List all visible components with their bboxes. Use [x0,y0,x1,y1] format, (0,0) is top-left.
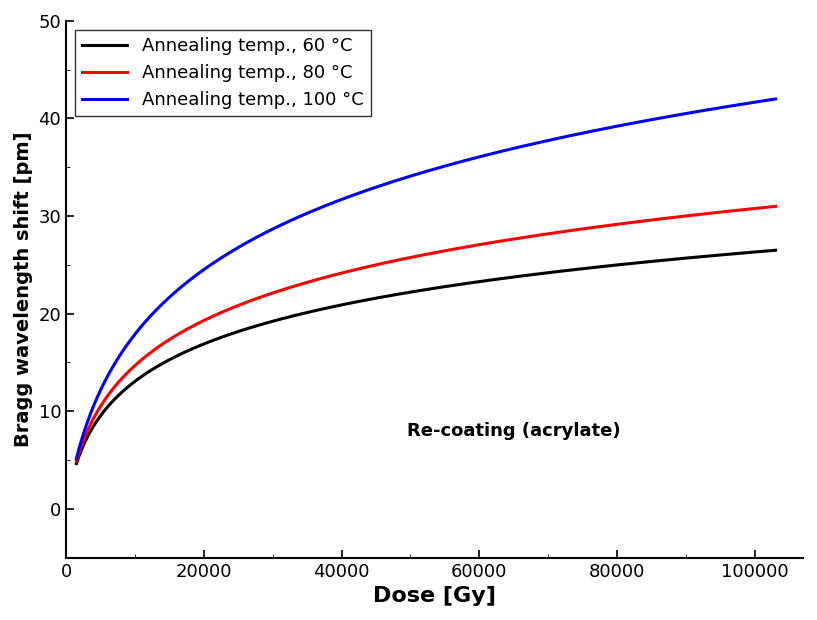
Line: Annealing temp., 60 °C: Annealing temp., 60 °C [76,250,775,464]
Annealing temp., 60 °C [338,301,348,308]
Y-axis label: Bragg wavelength shift [pm]: Bragg wavelength shift [pm] [14,131,33,447]
Annealing temp., 100 °C [770,95,780,103]
Annealing temp., 80 °C [71,458,81,465]
Annealing temp., 80 °C [491,238,501,246]
Annealing temp., 60 °C [526,271,536,278]
Annealing temp., 60 °C [71,460,81,467]
Line: Annealing temp., 80 °C: Annealing temp., 80 °C [76,206,775,461]
Annealing temp., 80 °C [526,232,536,240]
Annealing temp., 80 °C [593,223,603,231]
Annealing temp., 80 °C [770,203,780,210]
Line: Annealing temp., 100 °C: Annealing temp., 100 °C [76,99,775,458]
Annealing temp., 100 °C [71,454,81,462]
Legend: Annealing temp., 60 °C, Annealing temp., 80 °C, Annealing temp., 100 °C: Annealing temp., 60 °C, Annealing temp.,… [75,30,371,117]
X-axis label: Dose [Gy]: Dose [Gy] [373,586,496,606]
Annealing temp., 60 °C [491,276,501,283]
Annealing temp., 100 °C [338,195,348,202]
Annealing temp., 100 °C [646,116,656,123]
Annealing temp., 100 °C [593,126,603,134]
Annealing temp., 80 °C [646,216,656,224]
Annealing temp., 80 °C [199,317,208,324]
Annealing temp., 60 °C [770,247,780,254]
Text: Re-coating (acrylate): Re-coating (acrylate) [407,422,621,440]
Annealing temp., 60 °C [593,264,603,271]
Annealing temp., 60 °C [646,258,656,265]
Annealing temp., 60 °C [199,340,208,348]
Annealing temp., 100 °C [491,149,501,156]
Annealing temp., 80 °C [338,269,348,277]
Annealing temp., 100 °C [199,266,208,273]
Annealing temp., 100 °C [526,141,536,148]
